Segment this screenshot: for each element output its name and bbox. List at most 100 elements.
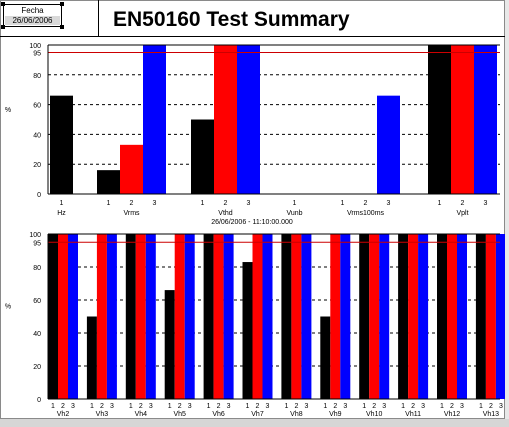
- x-tick-label: 2: [372, 403, 376, 410]
- page-title: EN50160 Test Summary: [113, 8, 350, 31]
- bar: [86, 316, 97, 399]
- x-tick-label: 1: [246, 403, 250, 410]
- bar: [291, 234, 302, 399]
- header-vertical-divider: [98, 0, 99, 36]
- header-divider: [0, 36, 505, 37]
- x-tick-label: 3: [71, 403, 75, 410]
- vertical-scrollbar[interactable]: [505, 0, 509, 419]
- group-label: Vh7: [251, 411, 264, 417]
- x-tick-label: 2: [130, 200, 134, 207]
- bar: [164, 290, 175, 399]
- bar: [301, 234, 312, 399]
- group-label: Vrms: [123, 210, 140, 217]
- y-tick-label: 20: [33, 364, 41, 371]
- group-label: Hz: [57, 210, 66, 217]
- group-label: Vh6: [212, 411, 225, 417]
- y-tick-label: 40: [33, 331, 41, 338]
- x-tick-label: 1: [479, 403, 483, 410]
- x-tick-label: 1: [129, 403, 133, 410]
- x-tick-label: 3: [387, 200, 391, 207]
- x-tick-label: 2: [364, 200, 368, 207]
- date-field-value: 26/06/2006: [5, 16, 60, 25]
- bar: [96, 234, 107, 399]
- bar: [237, 45, 260, 194]
- x-tick-label: 1: [401, 403, 405, 410]
- y-tick-label: 20: [33, 162, 41, 169]
- bar: [125, 234, 136, 399]
- bar: [408, 234, 419, 399]
- x-tick-label: 2: [256, 403, 260, 410]
- bar: [369, 234, 380, 399]
- group-label: Vunb: [286, 210, 302, 217]
- bar: [203, 234, 214, 399]
- y-tick-label: 80: [33, 73, 41, 80]
- bar: [475, 234, 486, 399]
- bar: [252, 234, 263, 399]
- group-label: Vh13: [483, 411, 499, 417]
- bar: [97, 170, 120, 194]
- x-tick-label: 3: [421, 403, 425, 410]
- bar: [418, 234, 429, 399]
- x-tick-label: 3: [188, 403, 192, 410]
- bar: [48, 234, 58, 399]
- x-tick-label: 2: [178, 403, 182, 410]
- bar: [174, 234, 185, 399]
- selection-handle[interactable]: [60, 25, 64, 29]
- selection-handle[interactable]: [1, 2, 5, 6]
- bar: [262, 234, 273, 399]
- bar: [223, 234, 234, 399]
- x-tick-label: 2: [333, 403, 337, 410]
- x-tick-label: 1: [207, 403, 211, 410]
- bar: [145, 234, 156, 399]
- x-tick-label: 2: [461, 200, 465, 207]
- x-tick-label: 1: [90, 403, 94, 410]
- y-tick-label: 40: [33, 132, 41, 139]
- x-tick-label: 3: [266, 403, 270, 410]
- y-tick-label: 60: [33, 298, 41, 305]
- selection-handle[interactable]: [1, 25, 5, 29]
- bar: [340, 234, 351, 399]
- x-tick-label: 2: [217, 403, 221, 410]
- x-tick-label: 2: [224, 200, 228, 207]
- bar: [320, 316, 331, 399]
- x-tick-label: 3: [460, 403, 464, 410]
- x-tick-label: 2: [411, 403, 415, 410]
- bar: [377, 95, 400, 194]
- group-label: Vh12: [444, 411, 460, 417]
- x-tick-label: 3: [499, 403, 503, 410]
- x-tick-label: 2: [139, 403, 143, 410]
- x-tick-label: 1: [201, 200, 205, 207]
- bar: [120, 144, 143, 194]
- bar: [106, 234, 117, 399]
- bar: [474, 45, 497, 194]
- bar: [428, 45, 451, 194]
- group-label: Vh2: [57, 411, 70, 417]
- y-tick-label: 95: [33, 240, 41, 247]
- bar: [379, 234, 390, 399]
- bar: [330, 234, 341, 399]
- x-tick-label: 2: [489, 403, 493, 410]
- bar: [398, 234, 409, 399]
- group-label: Vplt: [456, 210, 468, 217]
- x-tick-label: 3: [484, 200, 488, 207]
- bar: [143, 45, 166, 194]
- x-tick-label: 1: [60, 200, 64, 207]
- selection-handle[interactable]: [60, 2, 64, 6]
- group-label: Vh9: [329, 411, 342, 417]
- y-axis-label: %: [5, 107, 11, 114]
- x-tick-label: 1: [440, 403, 444, 410]
- y-tick-label: 95: [33, 50, 41, 57]
- group-label: Vrms100ms: [347, 210, 385, 217]
- x-tick-label: 1: [362, 403, 366, 410]
- x-tick-label: 1: [51, 403, 55, 410]
- x-tick-label: 3: [227, 403, 231, 410]
- bar: [135, 234, 146, 399]
- bar: [213, 234, 224, 399]
- y-tick-label: 60: [33, 103, 41, 110]
- date-field-label: Fecha: [21, 6, 44, 15]
- date-field[interactable]: Fecha 26/06/2006: [3, 4, 62, 27]
- x-tick-label: 3: [343, 403, 347, 410]
- x-tick-label: 2: [450, 403, 454, 410]
